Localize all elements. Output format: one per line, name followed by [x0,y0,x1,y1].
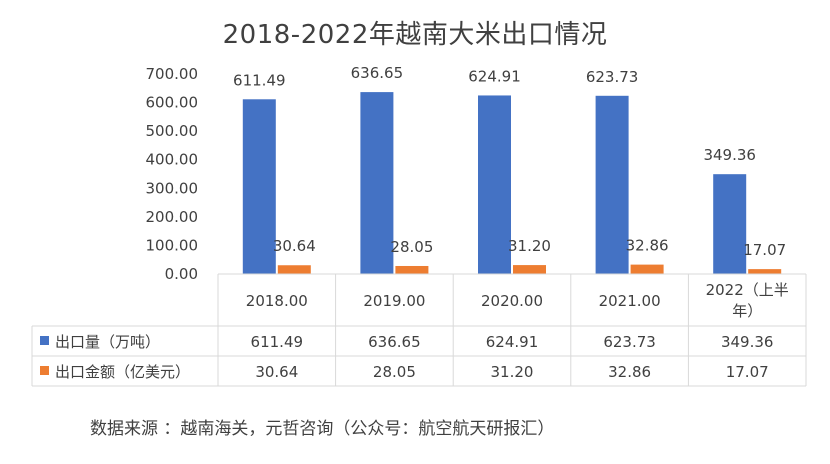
table-cell: 623.73 [603,333,656,351]
bar-export-volume [242,99,276,274]
data-label: 611.49 [233,71,286,89]
data-label: 28.05 [390,238,433,256]
table-cell: 624.91 [486,333,539,351]
y-tick-label: 700.00 [146,65,199,83]
bar-export-volume [478,95,511,274]
data-label: 17.07 [743,241,786,259]
table-cell: 349.36 [721,333,774,351]
legend-key-export-value [40,366,49,375]
table-cell: 31.20 [491,363,534,381]
table-cell: 611.49 [251,333,304,351]
chart-title: 2018-2022年越南大米出口情况 [222,20,608,50]
bar-export-volume [360,92,394,274]
legend-label: 出口金额（亿美元） [55,363,190,381]
x-tick-label: 2018.00 [246,292,308,310]
y-tick-label: 100.00 [146,236,199,254]
x-tick-label: 2022（上半 [706,281,789,299]
data-label: 349.36 [703,146,756,164]
table-cell: 30.64 [255,363,298,381]
y-tick-label: 200.00 [146,208,199,226]
table-cell: 28.05 [373,363,416,381]
bar-export-value [513,265,546,274]
y-tick-label: 600.00 [146,94,199,112]
y-tick-label: 400.00 [146,151,199,169]
table-cell: 17.07 [726,363,769,381]
data-label: 31.20 [508,237,551,255]
bar-export-volume [713,174,747,274]
data-label: 636.65 [351,64,404,82]
y-tick-label: 500.00 [146,122,199,140]
data-label: 30.64 [273,237,316,255]
x-tick-label: 年） [732,302,762,320]
x-tick-label: 2021.00 [599,292,661,310]
bar-export-value [630,264,664,274]
table-cell: 32.86 [608,363,651,381]
bar-export-value [395,265,429,274]
x-tick-label: 2019.00 [363,292,425,310]
x-tick-label: 2020.00 [481,292,543,310]
legend-key-export-volume [40,336,49,345]
y-tick-label: 0.00 [165,265,198,283]
data-label: 623.73 [586,68,639,86]
data-label: 624.91 [468,67,521,85]
bar-export-value [277,265,311,274]
bar-export-volume [595,95,629,274]
table-cell: 636.65 [368,333,421,351]
bar-export-value [748,269,782,274]
source-note: 数据来源 ：越南海关，元哲咨询（公众号：航空航天研报汇） [90,419,555,439]
y-tick-label: 300.00 [146,179,199,197]
data-label: 32.86 [626,237,669,255]
legend-label: 出口量（万吨） [55,333,160,351]
